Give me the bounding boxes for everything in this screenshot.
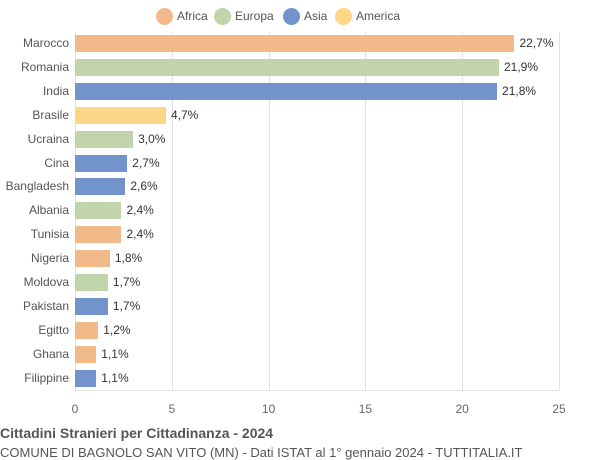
category-label: Ghana	[32, 347, 69, 361]
legend-label: Asia	[304, 9, 328, 23]
legend-swatch-icon	[214, 7, 231, 25]
category-label: Brasile	[32, 108, 69, 122]
x-tick-label: 0	[71, 402, 79, 416]
category-label: India	[42, 84, 69, 98]
value-label: 2,4%	[126, 203, 154, 217]
category-label: Albania	[28, 203, 69, 217]
legend-item-europa[interactable]: Europa	[214, 6, 274, 26]
chart-title: Cittadini Stranieri per Cittadinanza - 2…	[0, 425, 274, 441]
bar-albania[interactable]	[75, 202, 122, 219]
value-label: 1,8%	[114, 251, 143, 265]
category-label: Romania	[20, 60, 69, 74]
category-label: Cina	[44, 156, 69, 170]
bar-filippine[interactable]	[75, 370, 97, 387]
bar-india[interactable]	[75, 83, 498, 100]
bar-ghana[interactable]	[75, 346, 97, 363]
value-label: 2,6%	[130, 179, 158, 193]
legend-label: America	[356, 9, 401, 23]
bar-brasile[interactable]	[75, 107, 166, 124]
gridline	[365, 32, 366, 391]
gridline	[462, 32, 463, 391]
category-label: Nigeria	[30, 251, 69, 265]
value-label: 2,4%	[126, 227, 154, 241]
bar-cina[interactable]	[75, 155, 128, 172]
value-label: 4,7%	[170, 108, 199, 122]
bar-tunisia[interactable]	[75, 226, 122, 243]
value-label: 1,7%	[112, 299, 141, 313]
value-label: 1,1%	[101, 347, 129, 361]
category-label: Filippine	[24, 371, 69, 385]
x-tick-label: 20	[455, 402, 469, 416]
gridline	[269, 32, 270, 391]
bar-romania[interactable]	[75, 59, 499, 76]
value-label: 3,0%	[138, 132, 166, 146]
bar-marocco[interactable]	[75, 35, 515, 52]
value-label: 1,1%	[101, 371, 129, 385]
value-label: 22,7%	[519, 36, 554, 50]
bar-nigeria[interactable]	[75, 250, 110, 267]
legend-swatch-icon	[335, 7, 352, 25]
value-label: 21,9%	[503, 60, 538, 74]
chart-subtitle: COMUNE DI BAGNOLO SAN VITO (MN) - Dati I…	[0, 445, 523, 460]
legend-item-asia[interactable]: Asia	[283, 6, 327, 26]
value-label: 2,7%	[132, 156, 160, 170]
legend-item-america[interactable]: America	[335, 6, 400, 26]
legend-label: Europa	[235, 9, 274, 23]
value-label: 1,7%	[112, 275, 141, 289]
x-tick-label: 15	[358, 402, 373, 416]
x-axis-line	[75, 390, 560, 391]
value-label: 21,8%	[502, 84, 537, 98]
legend-item-africa[interactable]: Africa	[156, 6, 208, 26]
category-label: Bangladesh	[5, 179, 69, 193]
category-label: Marocco	[22, 36, 69, 50]
bar-egitto[interactable]	[75, 322, 99, 339]
legend-label: Africa	[177, 9, 208, 23]
x-tick-label: 5	[168, 402, 176, 416]
legend-swatch-icon	[156, 7, 173, 25]
x-tick-label: 25	[552, 402, 566, 416]
bar-bangladesh[interactable]	[75, 178, 126, 195]
bar-pakistan[interactable]	[75, 298, 108, 315]
x-tick-label: 10	[261, 402, 276, 416]
bar-moldova[interactable]	[75, 274, 108, 291]
bar-ucraina[interactable]	[75, 131, 134, 148]
gridline	[559, 32, 560, 391]
category-label: Egitto	[38, 323, 69, 337]
legend-swatch-icon	[283, 7, 300, 25]
category-label: Pakistan	[22, 299, 69, 313]
category-label: Tunisia	[30, 227, 69, 241]
chart-legend: Africa Europa Asia America	[0, 6, 600, 26]
value-label: 1,2%	[103, 323, 131, 337]
category-label: Ucraina	[27, 132, 69, 146]
category-label: Moldova	[23, 275, 69, 289]
gridline	[172, 32, 173, 391]
